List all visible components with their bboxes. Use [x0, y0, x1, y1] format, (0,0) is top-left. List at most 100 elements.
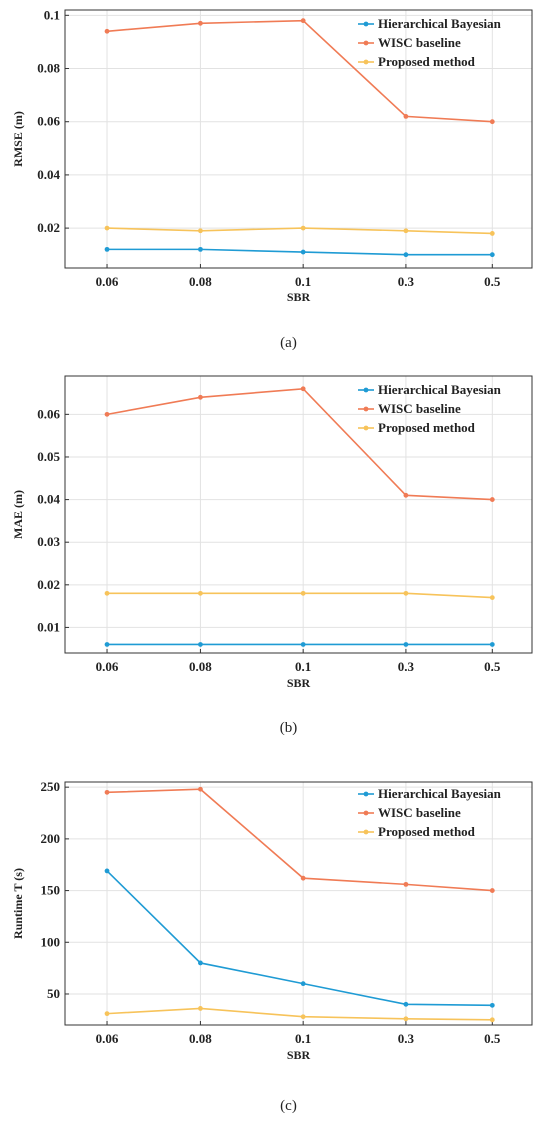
panel-caption: (b)	[280, 720, 298, 736]
data-point	[489, 642, 495, 647]
x-axis-label: SBR	[287, 1048, 311, 1062]
x-tick-label: 0.08	[189, 1031, 212, 1046]
data-point	[198, 1006, 203, 1011]
x-tick-label: 0.1	[295, 659, 311, 674]
data-point	[198, 786, 203, 792]
data-point	[300, 386, 306, 392]
data-point	[403, 252, 409, 258]
legend-marker	[363, 387, 369, 393]
y-tick-label: 0.06	[37, 114, 60, 129]
data-point	[104, 590, 110, 596]
legend-label: Hierarchical Bayesian	[378, 16, 502, 31]
x-tick-label: 0.06	[96, 659, 119, 674]
y-tick-label: 150	[41, 883, 61, 898]
data-point	[403, 113, 409, 119]
x-tick-label: 0.5	[484, 659, 501, 674]
x-tick-label: 0.5	[484, 274, 501, 289]
x-tick-label: 0.1	[295, 274, 311, 289]
legend-marker	[363, 829, 369, 835]
y-tick-label: 0.06	[37, 406, 60, 421]
data-point	[403, 1016, 409, 1022]
data-point	[104, 246, 110, 252]
data-point	[489, 1017, 495, 1023]
y-tick-label: 250	[41, 779, 61, 794]
data-point	[300, 249, 306, 255]
data-point	[489, 1002, 495, 1008]
x-tick-label: 0.1	[295, 1031, 311, 1046]
plot-frame	[64, 781, 533, 1026]
legend-marker	[363, 810, 369, 816]
y-tick-label: 0.02	[37, 220, 60, 235]
legend-label: WISC baseline	[378, 401, 461, 416]
data-point	[198, 394, 203, 400]
data-point	[489, 888, 495, 893]
legend-marker	[363, 59, 369, 65]
chart-panel-b: 0.06 0.08 0.1 0.3 0.5 0.01 0.02 0.03 0.04 0.05 0.0…	[11, 375, 533, 736]
legend-marker	[363, 40, 369, 46]
legend-label: Proposed method	[378, 420, 476, 435]
data-point	[403, 590, 409, 596]
y-tick-label: 100	[41, 934, 61, 949]
y-tick-label: 0.01	[37, 619, 60, 634]
data-point	[403, 881, 409, 887]
legend-label: Hierarchical Bayesian	[378, 786, 502, 801]
y-axis-label: RMSE (m)	[11, 111, 25, 167]
y-tick-label: 200	[41, 831, 61, 846]
y-tick-label: 0.04	[37, 167, 60, 182]
data-point	[198, 960, 203, 966]
chart-panel-a: 0.06 0.08 0.1 0.3 0.50.020.040.060.080.1SBRR…	[11, 7, 533, 351]
data-point	[104, 225, 110, 231]
data-point	[104, 1011, 110, 1017]
panel-caption: (c)	[280, 1098, 297, 1114]
y-tick-label: 0.04	[37, 492, 60, 507]
x-tick-label: 0.3	[398, 1031, 415, 1046]
y-tick-label: 0.05	[37, 449, 60, 464]
chart-panel-c: 0.06 0.08 0.1 0.3 0.5 50 100 150 200 250 SBR Runtim…	[11, 779, 533, 1114]
data-point	[300, 642, 306, 647]
x-tick-label: 0.08	[189, 274, 212, 289]
x-axis-label: SBR	[287, 290, 311, 304]
data-point	[489, 497, 495, 502]
data-point	[489, 231, 495, 236]
y-axis-label: MAE (m)	[11, 490, 25, 539]
data-point	[198, 20, 203, 26]
legend-label: WISC baseline	[378, 35, 461, 50]
y-tick-label: 50	[47, 986, 60, 1001]
panel-caption: (a)	[280, 335, 297, 351]
data-point	[104, 642, 110, 647]
legend-marker	[363, 425, 369, 431]
x-tick-label: 0.06	[96, 1031, 119, 1046]
data-point	[403, 642, 409, 647]
series-line	[106, 1007, 493, 1021]
x-axis-label: SBR	[287, 676, 311, 690]
y-tick-label: 0.02	[37, 577, 60, 592]
data-point	[489, 119, 495, 125]
data-point	[489, 252, 495, 258]
data-point	[104, 868, 110, 874]
y-tick-label: 0.1	[44, 7, 60, 22]
data-point	[300, 1014, 306, 1020]
data-point	[300, 18, 306, 24]
y-tick-label: 0.03	[37, 534, 60, 549]
data-point	[489, 595, 495, 600]
data-point	[104, 28, 110, 34]
legend-marker	[363, 406, 369, 412]
x-tick-label: 0.5	[484, 1031, 501, 1046]
data-point	[300, 225, 306, 231]
data-point	[300, 981, 306, 987]
legend-label: WISC baseline	[378, 805, 461, 820]
series-line	[107, 592, 493, 599]
data-point	[104, 789, 110, 795]
data-point	[198, 642, 203, 647]
data-point	[403, 492, 409, 498]
data-point	[198, 590, 203, 596]
data-point	[300, 875, 306, 881]
legend-marker	[363, 791, 369, 797]
x-tick-label: 0.3	[398, 659, 415, 674]
data-point	[403, 228, 409, 234]
x-tick-label: 0.08	[189, 659, 212, 674]
legend-label: Proposed method	[378, 824, 476, 839]
x-tick-label: 0.06	[96, 274, 119, 289]
legend-label: Proposed method	[378, 54, 476, 69]
series-line	[106, 870, 493, 1007]
